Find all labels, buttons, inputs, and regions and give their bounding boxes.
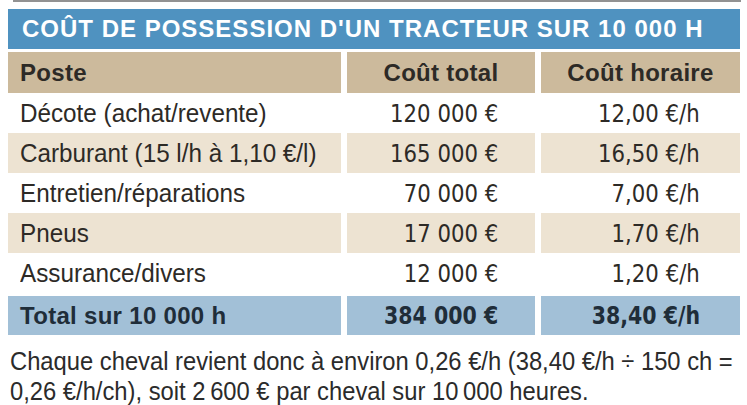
cell-cout-total: 165 000 € (347, 133, 535, 173)
cell-cout-total: 17 000 € (347, 213, 535, 253)
cell-poste: Décote (achat/revente) (8, 93, 341, 133)
cell-poste: Carburant (15 l/h à 1,10 €/l) (8, 133, 341, 173)
table-total-row: Total sur 10 000 h 384 000 € 38,40 €/h (8, 296, 740, 335)
total-cell-cout-total: 384 000 € (347, 296, 535, 335)
header-cell-cout-total: Coût total (347, 52, 535, 93)
cell-poste: Pneus (8, 213, 341, 253)
table-header-row: Poste Coût total Coût horaire (8, 52, 740, 93)
cell-cout-horaire: 1,20 €/h (541, 253, 740, 293)
tractor-cost-table: COÛT DE POSSESSION D'UN TRACTEUR SUR 10 … (0, 0, 747, 405)
table-row: Entretien/réparations 70 000 € 7,00 €/h (8, 173, 740, 213)
cell-cout-total: 120 000 € (347, 93, 535, 133)
table-row: Pneus 17 000 € 1,70 €/h (8, 213, 740, 253)
cell-cout-horaire: 7,00 €/h (541, 173, 740, 213)
cell-cout-horaire: 12,00 €/h (541, 93, 740, 133)
cell-cout-total: 70 000 € (347, 173, 535, 213)
cell-cout-horaire: 16,50 €/h (541, 133, 740, 173)
cell-cout-total: 12 000 € (347, 253, 535, 293)
table-row: Décote (achat/revente) 120 000 € 12,00 €… (8, 93, 740, 133)
cell-poste: Assurance/divers (8, 253, 341, 293)
header-cell-cout-horaire: Coût horaire (541, 52, 740, 93)
total-cell-poste: Total sur 10 000 h (8, 296, 341, 335)
cell-poste: Entretien/réparations (8, 173, 341, 213)
table-title: COÛT DE POSSESSION D'UN TRACTEUR SUR 10 … (22, 15, 704, 43)
footnote: Chaque cheval revient donc à environ 0,2… (10, 348, 747, 405)
total-cell-cout-horaire: 38,40 €/h (541, 296, 740, 335)
table-row: Assurance/divers 12 000 € 1,20 €/h (8, 253, 740, 293)
table-title-bar: COÛT DE POSSESSION D'UN TRACTEUR SUR 10 … (8, 9, 740, 49)
table-row: Carburant (15 l/h à 1,10 €/l) 165 000 € … (8, 133, 740, 173)
footnote-line1: Chaque cheval revient donc à environ 0,2… (10, 348, 733, 375)
cost-table: COÛT DE POSSESSION D'UN TRACTEUR SUR 10 … (8, 9, 740, 335)
header-cell-poste: Poste (8, 52, 341, 93)
top-rule (13, 0, 741, 2)
cell-cout-horaire: 1,70 €/h (541, 213, 740, 253)
footnote-line2: 0,26 €/h/ch), soit 2 600 € par cheval su… (10, 378, 589, 405)
